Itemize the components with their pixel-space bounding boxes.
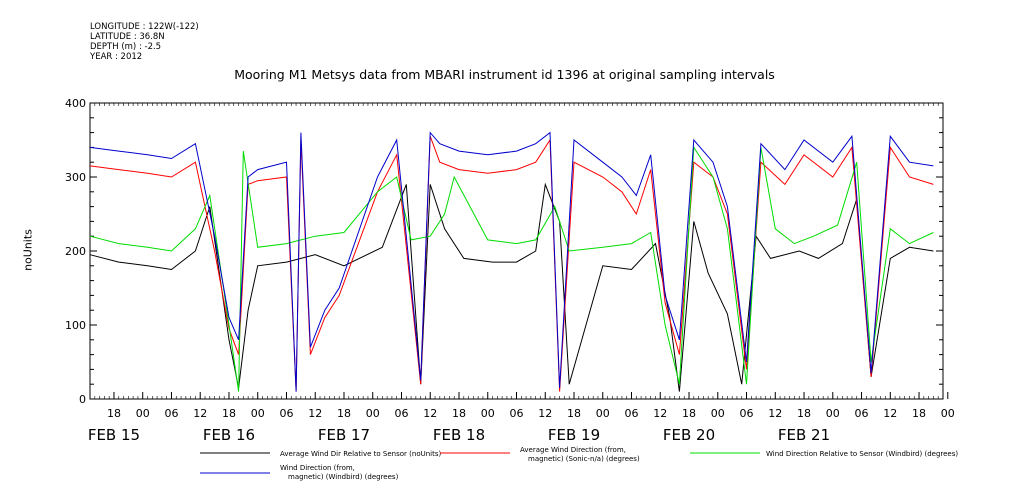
x-date-label: FEB 18 — [433, 426, 485, 444]
depth-label: DEPTH (m) : -2.5 — [90, 42, 162, 52]
x-tick-label: 00 — [596, 407, 610, 420]
x-tick-label: 18 — [452, 407, 466, 420]
x-tick-label: 00 — [826, 407, 840, 420]
x-tick-label: 00 — [941, 407, 955, 420]
x-tick-label: 18 — [107, 407, 121, 420]
x-tick-label: 00 — [251, 407, 265, 420]
longitude-label: LONGITUDE : 122W(-122) — [90, 22, 199, 32]
x-tick-label: 18 — [682, 407, 696, 420]
x-tick-label: 06 — [164, 407, 178, 420]
x-tick-label: 00 — [136, 407, 150, 420]
x-date-label: FEB 15 — [88, 426, 140, 444]
x-tick-label: 12 — [768, 407, 782, 420]
x-tick-label: 00 — [711, 407, 725, 420]
x-date-label: FEB 20 — [663, 426, 715, 444]
y-tick-label: 300 — [65, 171, 86, 184]
latitude-label: LATITUDE : 36.8N — [90, 32, 165, 42]
y-axis-ticks: 0 100 200 300 400 — [65, 97, 943, 406]
legend: Average Wind Dir Relative to Sensor (noU… — [200, 446, 958, 481]
y-tick-label: 200 — [65, 245, 86, 258]
x-tick-label: 12 — [653, 407, 667, 420]
x-tick-label: 06 — [510, 407, 524, 420]
series-line-2 — [89, 145, 934, 392]
x-date-label: FEB 16 — [203, 426, 255, 444]
x-tick-label: 06 — [394, 407, 408, 420]
x-axis-ticks: 18 00 06 12 18 00 06 12 18 00 06 12 18 00 06 12 18 00 06 12… — [88, 103, 955, 444]
metadata-block: LONGITUDE : 122W(-122) LATITUDE : 36.8N … — [90, 22, 199, 62]
y-tick-label: 400 — [65, 97, 86, 110]
legend-entry-1: Average Wind Direction (from, magnetic) (… — [520, 446, 640, 463]
x-tick-label: 18 — [797, 407, 811, 420]
x-tick-label: 00 — [481, 407, 495, 420]
x-date-label: FEB 21 — [778, 426, 830, 444]
y-tick-label: 0 — [79, 393, 86, 406]
legend-entry-0: Average Wind Dir Relative to Sensor (noU… — [280, 450, 441, 458]
x-tick-label: 18 — [912, 407, 926, 420]
legend-entry-2: Wind Direction Relative to Sensor (Windb… — [766, 450, 958, 458]
series-line-3 — [89, 131, 934, 392]
y-tick-label: 100 — [65, 319, 86, 332]
x-tick-label: 12 — [193, 407, 207, 420]
series-line-1 — [89, 136, 934, 392]
x-tick-label: 06 — [740, 407, 754, 420]
x-tick-label: 06 — [279, 407, 293, 420]
x-tick-label: 06 — [855, 407, 869, 420]
x-date-label: FEB 17 — [318, 426, 370, 444]
chart-title: Mooring M1 Metsys data from MBARI instru… — [234, 67, 775, 82]
x-tick-label: 18 — [567, 407, 581, 420]
legend-entry-3: Wind Direction (from, magnetic) (Windbird… — [280, 464, 399, 481]
x-tick-label: 12 — [883, 407, 897, 420]
x-tick-label: 18 — [222, 407, 236, 420]
x-tick-label: 18 — [337, 407, 351, 420]
year-label: YEAR : 2012 — [90, 52, 143, 62]
x-tick-label: 12 — [538, 407, 552, 420]
x-tick-label: 12 — [308, 407, 322, 420]
x-date-label: FEB 19 — [548, 426, 600, 444]
x-tick-label: 06 — [625, 407, 639, 420]
series-line-0 — [89, 182, 934, 392]
x-tick-label: 00 — [366, 407, 380, 420]
series-lines — [89, 131, 934, 392]
x-tick-label: 12 — [423, 407, 437, 420]
